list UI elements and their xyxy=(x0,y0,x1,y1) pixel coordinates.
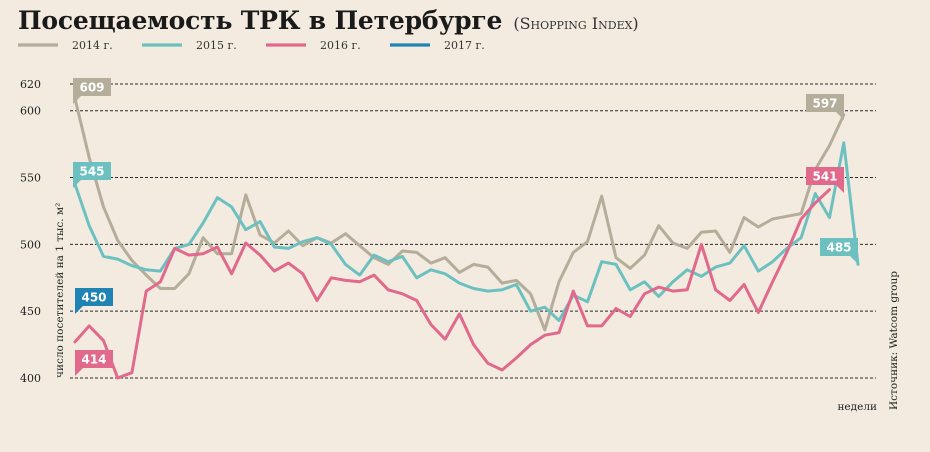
source-note: Источник: Watcom group xyxy=(888,271,900,410)
y-tick-label: 450 xyxy=(20,305,41,318)
callout-label: 609 xyxy=(79,81,104,95)
callout-box xyxy=(820,238,858,256)
chart-title-block: Посещаемость ТРК в Петербурге (Shopping … xyxy=(18,6,639,35)
callout-box xyxy=(73,162,111,180)
y-tick-label: 600 xyxy=(20,105,41,118)
y-tick-label: 620 xyxy=(20,78,41,91)
value-callouts: 609 545 450 414 597 541 485 xyxy=(73,78,858,376)
callout-pointer xyxy=(75,368,83,376)
callout-box xyxy=(806,167,844,185)
y-axis-label: число посетителей на 1 тыс. м² xyxy=(54,203,66,378)
callout-pointer xyxy=(75,306,83,314)
callout-label: 597 xyxy=(812,97,837,111)
callout-box xyxy=(806,94,844,112)
callout-label: 414 xyxy=(81,353,106,367)
callout-pointer xyxy=(836,185,844,193)
value-callout: 609 xyxy=(73,78,111,104)
legend-label: 2016 г. xyxy=(320,39,361,52)
callout-box xyxy=(75,350,113,368)
value-callout: 545 xyxy=(73,162,111,188)
callout-pointer xyxy=(850,256,858,264)
y-tick-label: 400 xyxy=(20,372,41,385)
callout-label: 541 xyxy=(812,170,837,184)
y-tick-label: 550 xyxy=(20,172,41,185)
chart-subtitle: (Shopping Index) xyxy=(513,14,639,33)
callout-label: 545 xyxy=(79,165,104,179)
series-line-3 xyxy=(73,188,831,380)
value-callout: 541 xyxy=(806,167,844,193)
x-axis-label: недели xyxy=(837,401,877,413)
value-callout: 450 xyxy=(75,288,113,314)
y-tick-label: 500 xyxy=(20,238,41,251)
callout-pointer xyxy=(836,112,844,120)
callout-box xyxy=(73,78,111,96)
callout-pointer xyxy=(73,180,81,188)
legend-label: 2015 г. xyxy=(196,39,237,52)
value-callout: 414 xyxy=(75,350,113,376)
series-line-1 xyxy=(73,97,846,332)
legend-label: 2014 г. xyxy=(72,39,113,52)
value-callout: 597 xyxy=(806,94,844,120)
series-line-2 xyxy=(73,141,860,322)
callout-label: 450 xyxy=(81,291,106,305)
y-axis-ticks: 400 450 500 550 600 620 xyxy=(20,78,41,385)
grid-lines xyxy=(70,83,876,379)
legend-label: 2017 г. xyxy=(444,39,485,52)
chart-title: Посещаемость ТРК в Петербурге xyxy=(18,6,503,35)
value-callout: 485 xyxy=(820,238,858,264)
callout-label: 485 xyxy=(826,241,851,255)
legend: 2014 г. 2015 г. 2016 г. 2017 г. xyxy=(18,39,485,52)
series-lines xyxy=(73,97,860,380)
callout-pointer xyxy=(73,96,81,104)
callout-box xyxy=(75,288,113,306)
